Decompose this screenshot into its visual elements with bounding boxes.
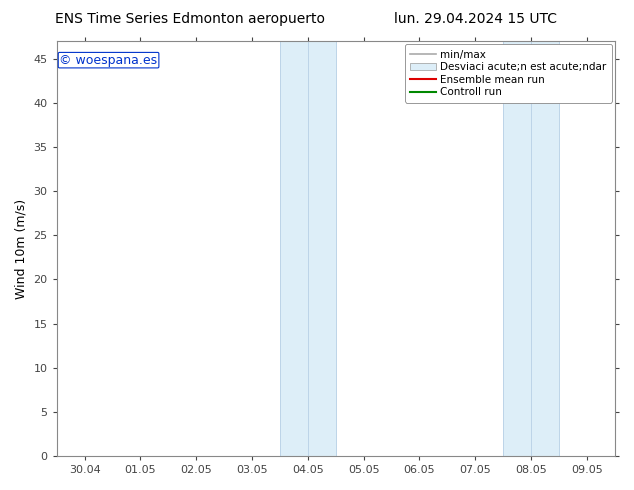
Bar (503, 41, 531, 456)
Text: ENS Time Series Edmonton aeropuerto: ENS Time Series Edmonton aeropuerto (55, 12, 325, 26)
Text: lun. 29.04.2024 15 UTC: lun. 29.04.2024 15 UTC (394, 12, 557, 26)
Bar (280, 41, 308, 456)
Legend: min/max, Desviaci acute;n est acute;ndar, Ensemble mean run, Controll run: min/max, Desviaci acute;n est acute;ndar… (405, 44, 612, 102)
Text: © woespana.es: © woespana.es (60, 54, 158, 67)
Y-axis label: Wind 10m (m/s): Wind 10m (m/s) (15, 198, 28, 299)
Bar (308, 41, 336, 456)
Bar (531, 41, 559, 456)
